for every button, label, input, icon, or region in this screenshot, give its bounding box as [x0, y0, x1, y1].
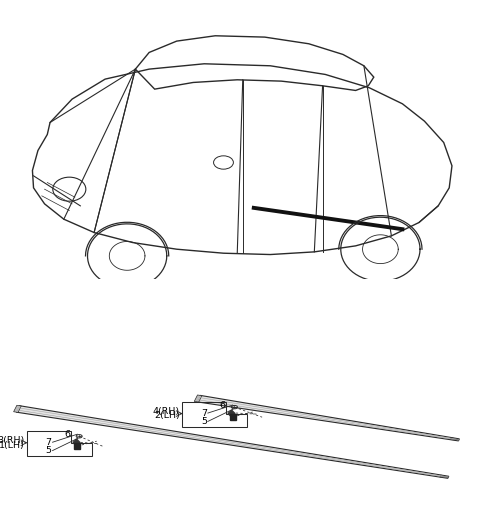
Polygon shape [197, 395, 459, 441]
Polygon shape [194, 395, 202, 402]
Text: 4(RH): 4(RH) [153, 407, 180, 416]
Text: 7: 7 [46, 438, 52, 447]
Polygon shape [440, 475, 448, 477]
Text: 6: 6 [64, 430, 70, 439]
Text: 6: 6 [219, 401, 226, 410]
Text: 7: 7 [201, 409, 207, 417]
Text: 5: 5 [46, 446, 52, 455]
Polygon shape [16, 406, 449, 478]
Text: 3(RH): 3(RH) [0, 436, 24, 445]
Polygon shape [13, 405, 21, 412]
Text: 2(LH): 2(LH) [154, 411, 180, 421]
Polygon shape [450, 438, 459, 440]
Text: 1(LH): 1(LH) [0, 441, 24, 449]
Text: 5: 5 [201, 417, 207, 426]
